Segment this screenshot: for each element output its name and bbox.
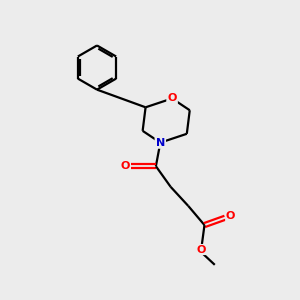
Text: O: O (167, 94, 177, 103)
Text: O: O (226, 211, 235, 221)
Text: O: O (121, 161, 130, 171)
Text: N: N (156, 138, 165, 148)
Text: O: O (197, 244, 206, 254)
